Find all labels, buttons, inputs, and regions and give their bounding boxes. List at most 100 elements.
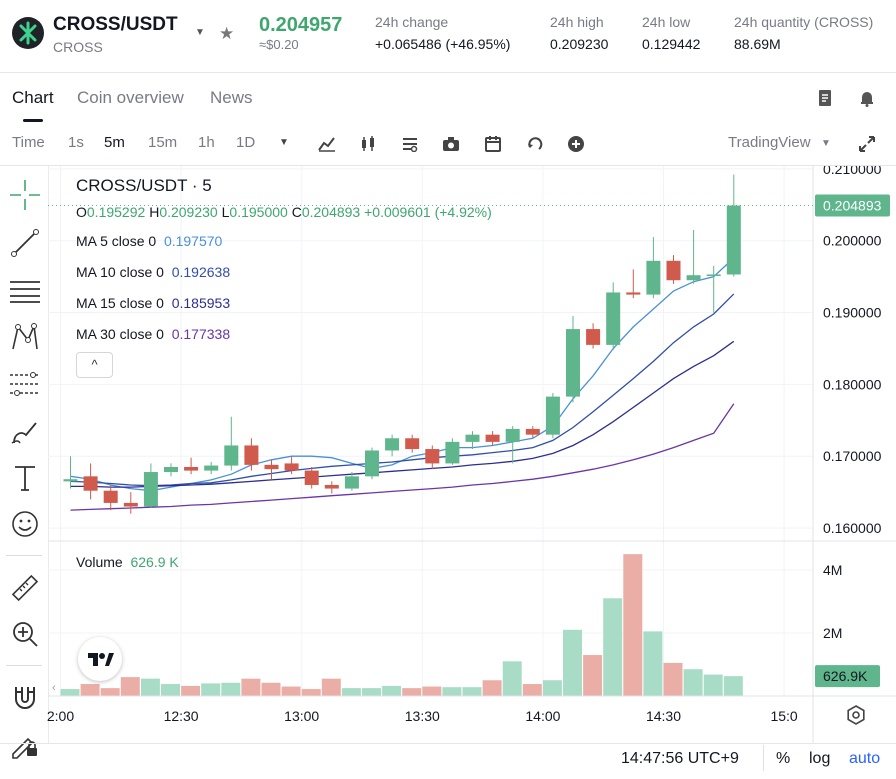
time-button[interactable]: Time xyxy=(12,134,45,151)
view-dropdown-icon[interactable]: ▼ xyxy=(821,138,831,149)
current-price-label: 0.204893 xyxy=(823,198,882,214)
calendar-icon[interactable] xyxy=(484,135,502,158)
volume-bar xyxy=(663,662,683,696)
stat-24h-quantity-label: 24h quantity (CROSS) xyxy=(734,14,874,30)
candle-body xyxy=(505,428,520,442)
tab-news[interactable]: News xyxy=(210,88,253,107)
current-price-tag xyxy=(815,194,890,217)
symbol-base: CROSS xyxy=(53,39,103,55)
candle-body xyxy=(545,396,560,435)
log-scale-toggle[interactable]: log xyxy=(809,750,831,767)
time-tick-label: 13:30 xyxy=(405,708,440,724)
interval-1s[interactable]: 1s xyxy=(68,134,84,151)
volume-bar xyxy=(703,674,723,696)
zoom-in-icon[interactable] xyxy=(8,617,42,651)
candle-body xyxy=(706,274,721,276)
candle-body xyxy=(324,484,339,489)
lock-drawings-icon[interactable] xyxy=(8,728,42,762)
add-icon[interactable] xyxy=(567,135,585,158)
percent-scale-toggle[interactable]: % xyxy=(776,750,791,767)
time-tick-label: 12:30 xyxy=(164,708,199,724)
open-label: O xyxy=(76,204,87,220)
last-price: 0.204957 xyxy=(259,14,343,36)
candle-body xyxy=(264,464,279,470)
brush-icon[interactable] xyxy=(8,415,42,449)
clock[interactable]: 14:47:56 UTC+9 xyxy=(621,750,739,767)
candle-body xyxy=(143,472,158,507)
chevron-down-icon[interactable]: ▼ xyxy=(195,27,205,38)
scroll-left-icon[interactable]: ‹ xyxy=(52,682,56,694)
ma5-legend[interactable]: MA 5 close 0 0.197570 xyxy=(76,233,222,249)
active-tab-indicator xyxy=(23,119,43,122)
candle-body xyxy=(103,490,118,503)
ma15-line xyxy=(70,340,735,488)
interval-1d[interactable]: 1D xyxy=(236,134,256,151)
crosshair-icon[interactable] xyxy=(8,178,42,212)
chart-settings-icon[interactable] xyxy=(847,705,865,725)
time-tick-label: 15:0 xyxy=(770,708,797,724)
high-label: H xyxy=(149,204,160,220)
price-tick-label: 0.200000 xyxy=(823,233,882,249)
price-tick-label: 0.170000 xyxy=(823,448,882,464)
text-icon[interactable] xyxy=(8,461,42,495)
gear-outline xyxy=(847,705,865,725)
ma10-legend[interactable]: MA 10 close 0 0.192638 xyxy=(76,264,230,280)
interval-dropdown-icon[interactable]: ▼ xyxy=(279,137,289,148)
low-value: 0.195000 xyxy=(229,204,288,220)
volume-bar xyxy=(442,687,462,696)
auto-scale-toggle[interactable]: auto xyxy=(849,750,881,767)
close-value: 0.204893 xyxy=(301,204,361,220)
candle-body xyxy=(686,275,701,281)
document-icon[interactable] xyxy=(817,89,833,112)
reset-icon[interactable] xyxy=(526,135,544,158)
symbol-name[interactable]: CROSS/USDT xyxy=(53,14,178,35)
camera-icon[interactable] xyxy=(442,136,460,157)
tab-coin-overview[interactable]: Coin overview xyxy=(77,88,184,107)
time-tick-label: 2:00 xyxy=(47,708,74,724)
pattern-icon[interactable] xyxy=(8,320,42,354)
candle-body xyxy=(626,292,641,295)
ma30-value: 0.177338 xyxy=(171,326,231,342)
volume-bar xyxy=(80,684,100,696)
volume-bar xyxy=(542,680,562,696)
close-label: C xyxy=(291,204,302,220)
volume-tick-label: 4M xyxy=(823,562,842,578)
candle-type-icon[interactable] xyxy=(359,135,377,158)
fullscreen-icon[interactable] xyxy=(858,135,876,158)
collapse-legend-button[interactable]: ^ xyxy=(76,352,113,378)
price-chart[interactable]: 0.210000 0.200000 0.190000 0.180000 0.170000… xyxy=(0,166,896,743)
stat-24h-quantity-value: 88.69M xyxy=(734,36,781,52)
tradingview-logo-icon[interactable] xyxy=(78,637,122,681)
volume-tick-label: 2M xyxy=(823,625,842,641)
tab-chart[interactable]: Chart xyxy=(12,88,54,107)
candle-body xyxy=(646,260,661,295)
ohlc-values: O0.195292 H0.209230 L0.195000 C0.204893 … xyxy=(76,204,492,220)
ma15-legend[interactable]: MA 15 close 0 0.185953 xyxy=(76,295,230,311)
candle-body xyxy=(123,502,138,507)
ma30-line xyxy=(70,403,735,511)
volume-bar xyxy=(161,684,180,696)
ruler-icon[interactable] xyxy=(8,571,42,605)
horizontal-lines-icon[interactable] xyxy=(8,274,42,308)
emoji-icon[interactable] xyxy=(8,507,42,541)
interval-1h[interactable]: 1h xyxy=(198,134,215,151)
interval-5m[interactable]: 5m xyxy=(104,134,125,151)
interval-15m[interactable]: 15m xyxy=(148,134,178,151)
star-icon[interactable]: ★ xyxy=(219,24,235,43)
magnet-icon[interactable] xyxy=(8,681,42,715)
fib-retracement-icon[interactable] xyxy=(8,367,42,401)
indicators-icon[interactable] xyxy=(318,136,336,157)
candle-body xyxy=(63,479,78,482)
volume-label: Volume xyxy=(76,554,123,570)
ma30-legend[interactable]: MA 30 close 0 0.177338 xyxy=(76,326,230,342)
chart-legend-title: CROSS/USDT · 5 xyxy=(76,176,212,195)
alert-bell-icon[interactable] xyxy=(858,89,876,112)
trend-line-icon[interactable] xyxy=(8,226,42,260)
settings-sliders-icon[interactable] xyxy=(401,136,419,157)
cross-logo-icon xyxy=(12,17,44,49)
chart-axes: 0.210000 0.200000 0.190000 0.180000 0.170000… xyxy=(47,166,896,743)
tradingview-view-select[interactable]: TradingView xyxy=(728,134,811,151)
volume-bar xyxy=(281,686,301,696)
open-value: 0.195292 xyxy=(86,204,146,220)
volume-bar xyxy=(723,676,743,696)
